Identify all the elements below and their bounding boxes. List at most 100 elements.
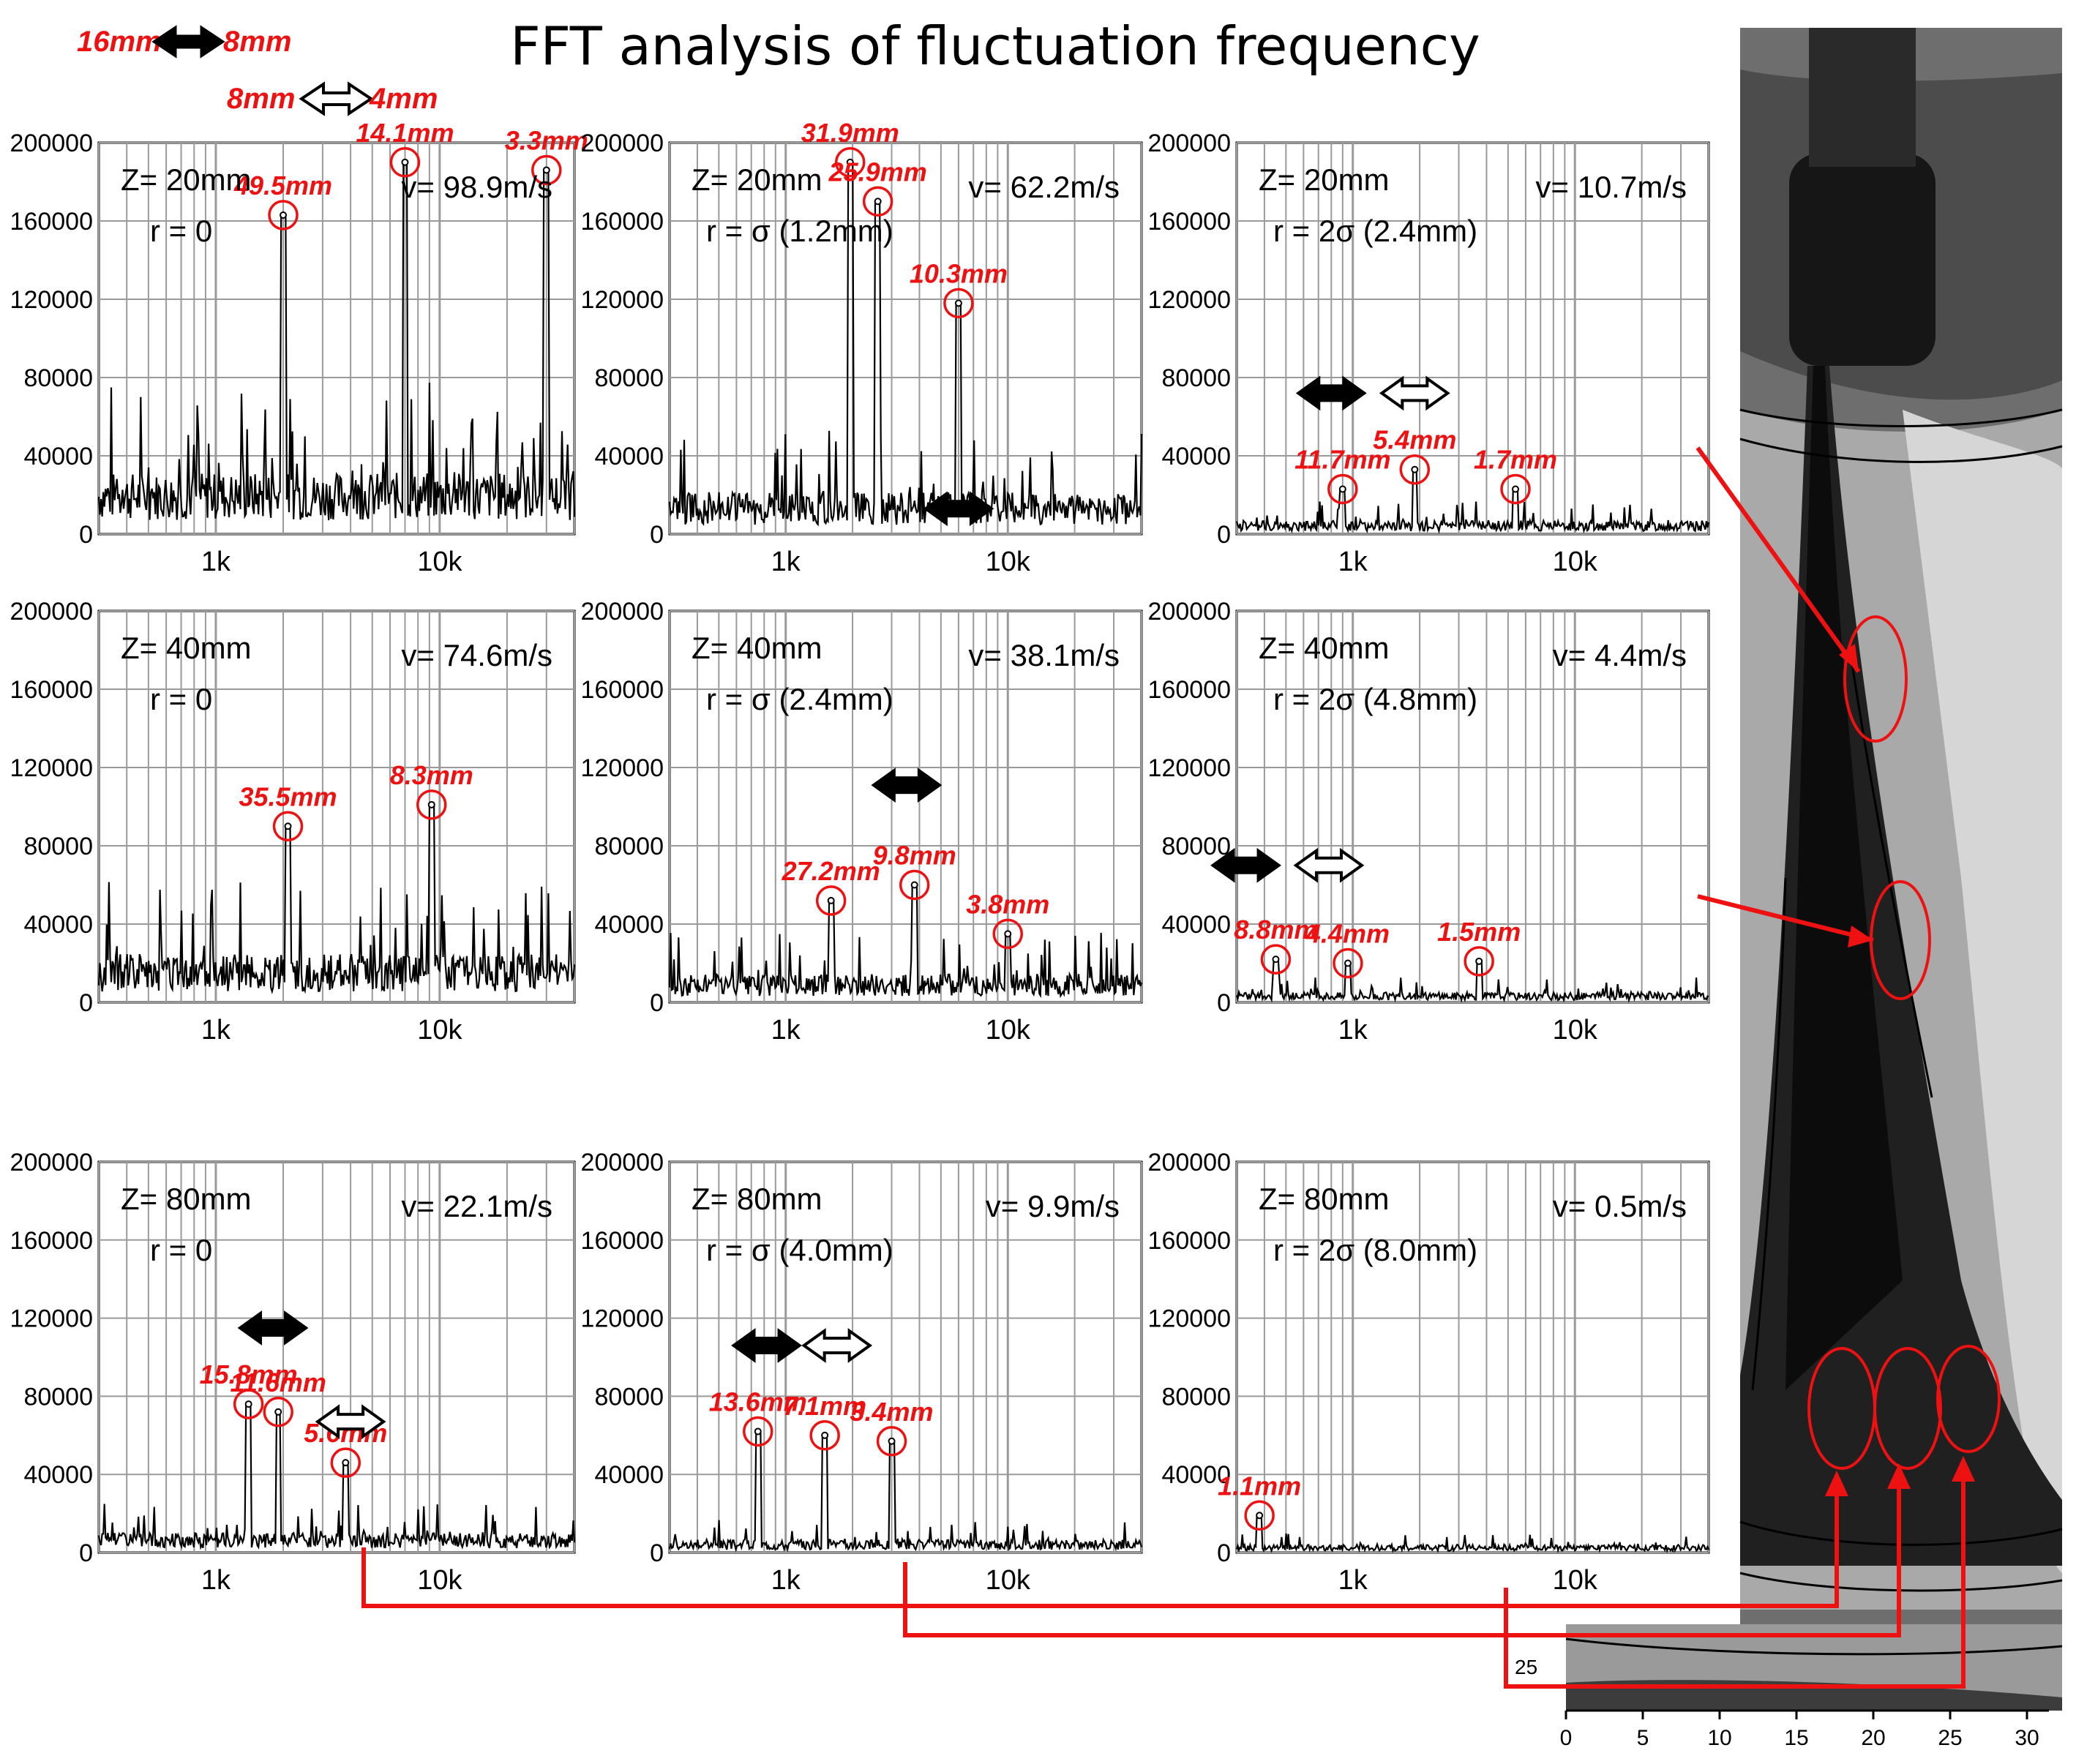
y-tick-label: 80000 — [594, 364, 664, 392]
y-tick-label: 200000 — [10, 598, 93, 626]
x-tick-label: 1k — [201, 547, 231, 577]
peak-marker — [1260, 944, 1292, 975]
peak-label: 10.3mm — [910, 258, 1008, 288]
fft-panel-0: 0 40000 80000 120000 160000 200000 1k 10k 49.5mm… — [10, 118, 588, 577]
peak-point — [827, 896, 835, 904]
hollow-scale-arrow — [1379, 375, 1450, 411]
y-tick-label: 80000 — [594, 833, 664, 860]
v-label: v= 10.7m/s — [1535, 170, 1687, 204]
peak-marker — [330, 1447, 361, 1478]
peak-label: 13.6mm — [709, 1386, 807, 1416]
peak-marker — [1500, 473, 1531, 505]
legend-hollow-arrow — [299, 81, 374, 116]
peak-label: 35.5mm — [239, 781, 337, 811]
x-tick-label: 10k — [986, 547, 1031, 577]
z-label: Z= 40mm — [121, 631, 252, 665]
peak-marker — [1464, 946, 1494, 977]
v-label: v= 62.2m/s — [968, 170, 1120, 204]
spectrum-line — [668, 884, 1143, 999]
peak-point — [754, 1427, 762, 1435]
y-tick-label: 120000 — [581, 1305, 664, 1333]
y-tick-label: 160000 — [581, 676, 664, 704]
peak-marker — [743, 1416, 773, 1447]
x-tick-label: 1k — [1338, 1565, 1368, 1596]
v-label: v= 9.9m/s — [986, 1189, 1120, 1223]
peak-marker — [233, 1389, 264, 1419]
v-label: v= 74.6m/s — [401, 638, 552, 672]
spectrum-line — [1235, 1515, 1710, 1554]
peak-label: 11.7mm — [1294, 444, 1390, 474]
r-label: r = σ (2.4mm) — [706, 682, 893, 716]
gridlines — [1236, 142, 1709, 535]
x-tick-label: 10k — [986, 1565, 1031, 1596]
peak-point — [910, 881, 918, 889]
y-tick-label: 80000 — [1161, 1383, 1231, 1411]
connector-z80-r2s — [1504, 1463, 1966, 1689]
y-tick-label: 120000 — [581, 286, 664, 314]
x-tick-label: 1k — [771, 547, 801, 577]
peak-label: 1.1mm — [1218, 1471, 1301, 1501]
r-label: r = 2σ (8.0mm) — [1273, 1233, 1477, 1267]
x-tick-label: 10k — [1553, 1565, 1598, 1596]
x-tick-label: 1k — [1338, 547, 1368, 577]
x-tick-label: 10k — [417, 1565, 462, 1596]
fft-panel-3: 0 40000 80000 120000 160000 200000 1k 10k 35.5mm… — [10, 598, 576, 1046]
r-label: r = 0 — [150, 214, 212, 248]
y-tick-label: 120000 — [10, 754, 93, 782]
y-tick-label: 160000 — [1148, 1227, 1231, 1255]
fft-panel-6: 0 40000 80000 120000 160000 200000 1k 10k 15.8mm… — [10, 1149, 576, 1596]
gridlines — [669, 142, 1142, 535]
peak-marker — [531, 154, 562, 186]
peak-point — [1411, 465, 1419, 473]
y-tick-label: 160000 — [10, 676, 93, 704]
fft-panel-4: 0 40000 80000 120000 160000 200000 1k 10k 27.2mm… — [581, 598, 1143, 1046]
y-tick-label: 0 — [1217, 989, 1231, 1017]
peak-point — [542, 166, 550, 174]
peak-point — [1512, 485, 1520, 493]
peak-marker — [876, 1426, 907, 1457]
gridlines — [1236, 610, 1709, 1003]
peak-marker — [992, 918, 1024, 950]
hollow-scale-arrow — [801, 1328, 873, 1363]
scale-legend: 16mm 8mm 8mm 4mm — [77, 25, 438, 116]
peak-point — [280, 211, 288, 219]
v-label: v= 0.5m/s — [1553, 1189, 1687, 1223]
y-tick-label: 0 — [650, 989, 664, 1017]
y-tick-label: 40000 — [594, 443, 664, 470]
photo-bright-region — [1903, 410, 2062, 1573]
peak-point — [274, 1408, 282, 1416]
peak-point — [1004, 930, 1012, 938]
photo-circle-z80-c — [1936, 1345, 2001, 1453]
spectrum-line — [1235, 468, 1710, 534]
z-label: Z= 40mm — [1259, 631, 1390, 665]
y-tick-label: 160000 — [1148, 208, 1231, 236]
r-label: r = σ (4.0mm) — [706, 1233, 893, 1267]
y-tick-label: 120000 — [10, 286, 93, 314]
peak-marker — [1333, 947, 1363, 979]
peak-point — [1338, 485, 1346, 493]
peak-marker — [1399, 454, 1431, 485]
y-tick-label: 40000 — [23, 443, 93, 470]
peak-point — [1272, 956, 1280, 964]
connector-z80-r0 — [361, 1478, 1839, 1608]
peak-label: 4.4mm — [1305, 919, 1390, 949]
y-tick-label: 40000 — [1161, 1461, 1231, 1489]
peak-point — [1256, 1512, 1264, 1520]
photo-base-contour — [1565, 1637, 2063, 1656]
connector-z40 — [1697, 894, 1874, 942]
y-tick-label: 0 — [79, 989, 93, 1017]
y-tick-label: 120000 — [1148, 1305, 1231, 1333]
y-tick-label: 40000 — [23, 911, 93, 939]
y-tick-label: 160000 — [1148, 676, 1231, 704]
fft-panels: 0 40000 80000 120000 160000 200000 1k 10k 49.5mm… — [10, 118, 1710, 1596]
y-tick-label: 40000 — [594, 911, 664, 939]
z-label: Z= 20mm — [1259, 162, 1390, 197]
x-tick-label: 10k — [1553, 547, 1598, 577]
plot-frame — [1235, 141, 1710, 536]
x-tick-label: 1k — [771, 1565, 801, 1596]
peak-point — [954, 299, 962, 307]
spectrum-line — [668, 161, 1143, 527]
y-tick-label: 80000 — [23, 364, 93, 392]
r-label: r = 2σ (2.4mm) — [1273, 214, 1477, 248]
